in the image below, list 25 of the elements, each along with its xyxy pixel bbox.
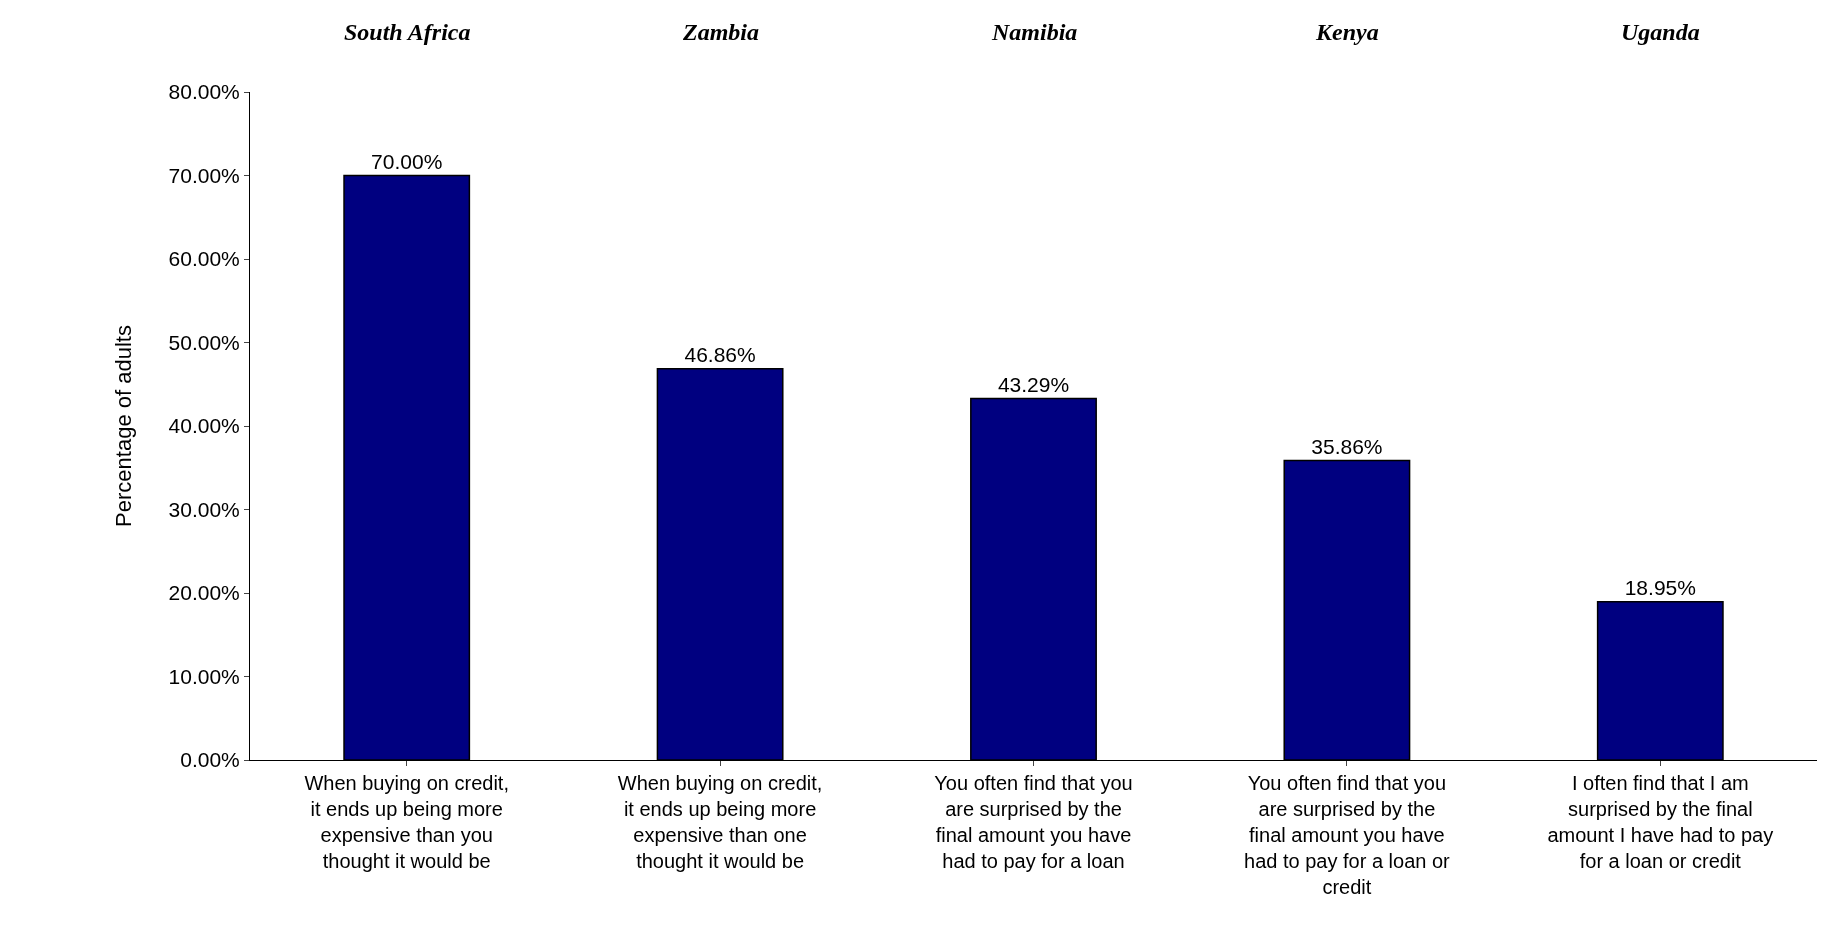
x-tick-label: You often find that you are surprised by the final amount you have had to pay for a loan bbox=[934, 772, 1133, 872]
y-tick-label: 30.00% bbox=[168, 497, 240, 521]
y-tick-label: 50.00% bbox=[168, 330, 240, 354]
data-label: 35.86% bbox=[1311, 434, 1383, 458]
data-label: 18.95% bbox=[1624, 575, 1696, 599]
text: Namibia bbox=[991, 19, 1078, 45]
y-axis-title: Percentage of adults bbox=[111, 325, 137, 527]
text: Kenya bbox=[1315, 19, 1379, 45]
x-tick-label: When buying on credit, it ends up being more expensive than one thought it would be bbox=[617, 772, 823, 872]
y-tick-label: 40.00% bbox=[168, 414, 240, 438]
y-tick-label: 0.00% bbox=[180, 748, 240, 772]
x-tick-label: When buying on credit, it ends up being more expensive than you thought it would be bbox=[304, 772, 509, 872]
y-tick-label: 10.00% bbox=[168, 664, 240, 688]
data-label: 43.29% bbox=[997, 372, 1070, 396]
y-tick-label: 70.00% bbox=[168, 163, 240, 187]
data-label: 46.86% bbox=[684, 342, 756, 366]
text: Uganda bbox=[1621, 19, 1700, 45]
data-label: 70.00% bbox=[371, 149, 443, 173]
y-tick-label: 20.00% bbox=[168, 581, 240, 605]
y-tick-label: 60.00% bbox=[168, 247, 240, 271]
x-tick-label: You often find that you are surprised by the final amount you have had to pay for a loan or credit bbox=[1244, 772, 1451, 898]
y-tick-label: 80.00% bbox=[168, 80, 240, 104]
x-tick-label: I often find that I am surprised by the final amount I have had to pay for a loan or credit bbox=[1547, 772, 1774, 872]
text: South Africa bbox=[344, 19, 471, 45]
text: Zambia bbox=[682, 19, 759, 45]
